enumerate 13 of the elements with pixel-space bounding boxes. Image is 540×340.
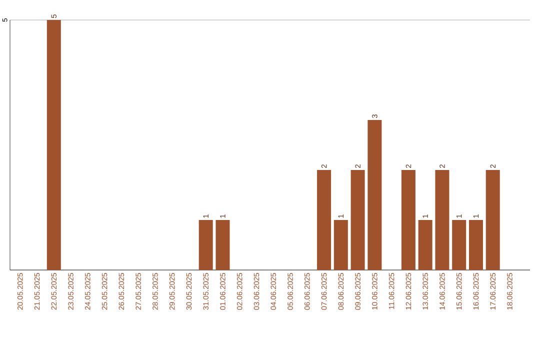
bar bbox=[46, 20, 61, 270]
bar bbox=[486, 170, 500, 270]
bar bbox=[435, 170, 450, 270]
bar bbox=[317, 170, 332, 270]
bar bbox=[334, 220, 348, 270]
bar bbox=[198, 220, 213, 270]
bar bbox=[368, 120, 382, 270]
bar bbox=[401, 170, 416, 270]
bar bbox=[216, 220, 230, 270]
bar bbox=[452, 220, 466, 270]
bar bbox=[350, 170, 365, 270]
bar bbox=[418, 220, 432, 270]
bar bbox=[468, 220, 483, 270]
